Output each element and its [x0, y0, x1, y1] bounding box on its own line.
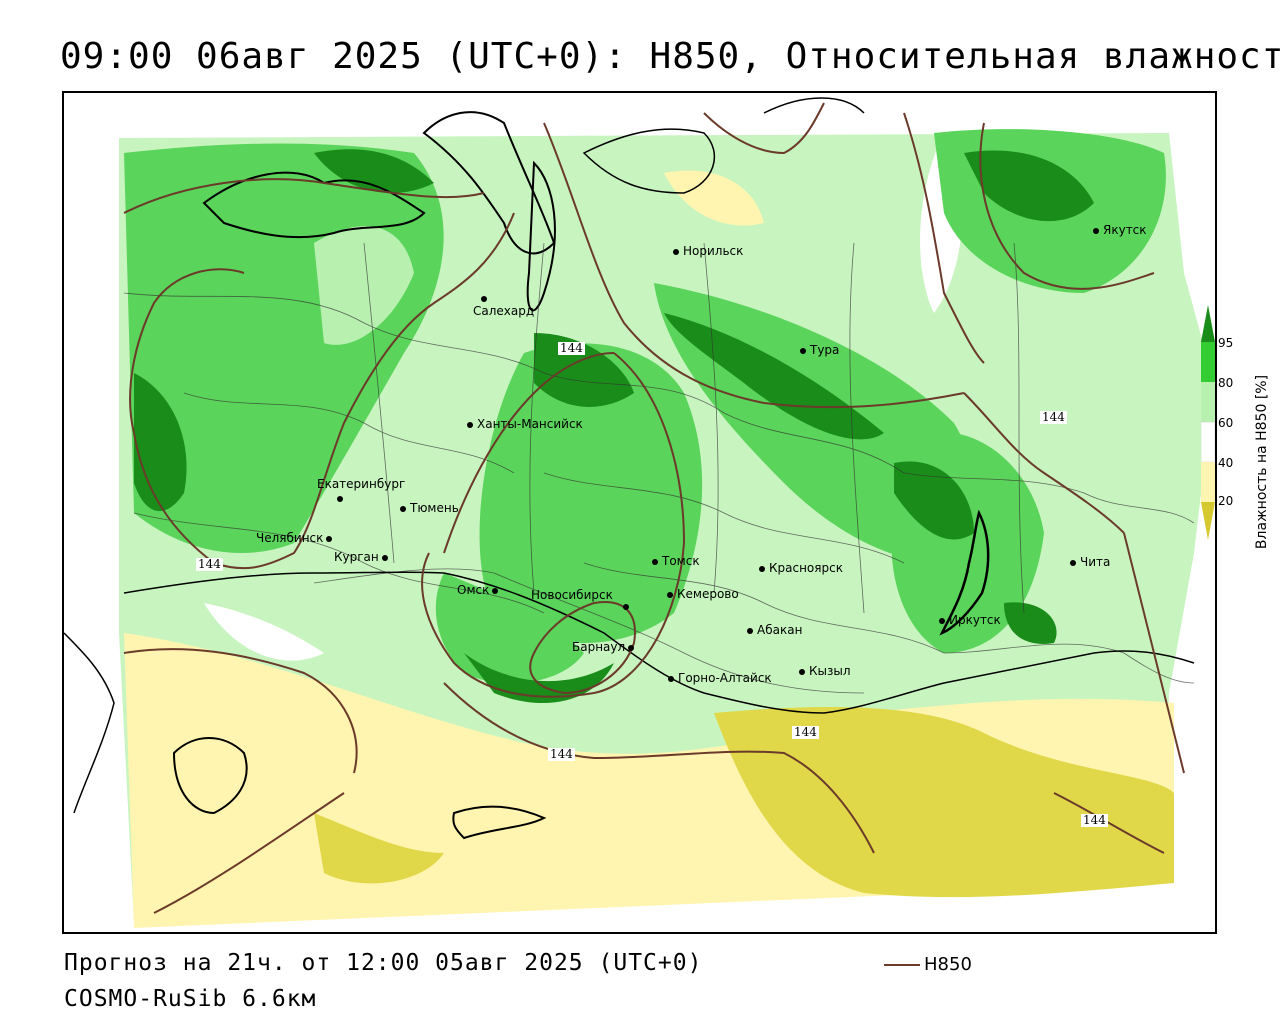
city-dot	[1093, 227, 1099, 234]
city-label: Норильск	[683, 244, 744, 258]
map-canvas: 144 144 144 144 144 144 Якутск Норильск …	[62, 91, 1217, 934]
legend-tick: 40	[1218, 456, 1234, 470]
legend-tick: 80	[1218, 376, 1234, 390]
city-label: Омск	[457, 583, 490, 597]
city-dot	[326, 535, 333, 542]
city-label: Абакан	[757, 623, 803, 637]
city-tyumen: Тюмень	[400, 501, 459, 515]
city-dot	[667, 591, 673, 598]
city-label: Барнаул	[572, 640, 626, 654]
isoline-legend: H850	[884, 954, 972, 975]
city-kemerovo: Кемерово	[667, 587, 739, 601]
city-dot	[1070, 559, 1076, 566]
city-novosibirsk: Новосибирск	[531, 588, 613, 602]
city-label: Челябинск	[256, 531, 324, 545]
city-irkutsk: Иркутск	[939, 613, 1001, 627]
city-label: Иркутск	[949, 613, 1001, 627]
city-dot	[467, 421, 473, 428]
city-label: Салехард	[473, 304, 535, 318]
city-yekaterinburg-label: Екатеринбург	[317, 477, 405, 491]
city-dot	[381, 554, 388, 561]
city-label: Чита	[1080, 555, 1111, 569]
isoline-label: 144	[1040, 410, 1067, 424]
city-salekhard-label: Салехард	[473, 304, 534, 318]
city-dot	[481, 295, 487, 302]
isoline-label: 144	[558, 341, 585, 355]
legend-tick: 60	[1218, 416, 1234, 430]
city-yekaterinburg	[337, 491, 347, 505]
city-label: Новосибирск	[531, 588, 613, 602]
city-label: Ханты-Мансийск	[477, 417, 583, 431]
city-dot	[492, 587, 499, 594]
city-kurgan: Курган	[334, 550, 392, 564]
city-label: Тюмень	[410, 501, 459, 515]
city-dot	[799, 668, 805, 675]
humidity-colorbar	[1200, 305, 1216, 540]
city-label: Курган	[334, 550, 379, 564]
legend-title: Влажность на H850 [%]	[1254, 374, 1270, 550]
city-tomsk: Томск	[652, 554, 700, 568]
city-label: Тура	[810, 343, 840, 357]
map-title: 09:00 06авг 2025 (UTC+0): H850, Относите…	[60, 36, 1280, 77]
city-dot	[673, 248, 679, 255]
isoline-label: 144	[1081, 813, 1108, 827]
city-dot	[668, 675, 674, 682]
city-dot	[652, 558, 658, 565]
city-label: Кемерово	[677, 587, 739, 601]
city-label: Красноярск	[769, 561, 843, 575]
city-dot	[628, 644, 635, 651]
city-novosibirsk-dot	[623, 599, 633, 613]
forecast-info: Прогноз на 21ч. от 12:00 05авг 2025 (UTC…	[64, 950, 703, 976]
city-abakan: Абакан	[747, 623, 802, 637]
city-label: Горно-Алтайск	[678, 671, 772, 685]
city-label: Томск	[662, 554, 700, 568]
humidity-field	[64, 93, 1215, 932]
city-tura: Тура	[800, 343, 839, 357]
isoline-swatch	[884, 964, 920, 966]
city-label: Екатеринбург	[317, 477, 406, 491]
city-dot	[759, 565, 765, 572]
model-name: COSMO-RuSib 6.6км	[64, 986, 317, 1012]
city-omsk: Омск	[457, 583, 502, 597]
isoline-legend-label: H850	[924, 954, 972, 975]
legend-tick: 20	[1218, 494, 1234, 508]
city-dot	[747, 627, 753, 634]
city-khanty-mansiysk: Ханты-Мансийск	[467, 417, 583, 431]
city-kyzyl: Кызыл	[799, 664, 851, 678]
isoline-label: 144	[548, 747, 575, 761]
city-chita: Чита	[1070, 555, 1110, 569]
city-label: Якутск	[1103, 223, 1147, 237]
city-barnaul: Барнаул	[572, 640, 638, 654]
city-chelyabinsk: Челябинск	[256, 531, 336, 545]
city-salekhard	[481, 291, 491, 305]
city-dot	[800, 347, 806, 354]
colorbar-graphic	[1200, 305, 1216, 540]
city-label: Кызыл	[809, 664, 851, 678]
city-yakutsk: Якутск	[1093, 223, 1147, 237]
legend-tick: 95	[1218, 336, 1234, 350]
city-dot	[337, 495, 343, 502]
city-dot	[623, 603, 629, 610]
city-gorno-altaysk: Горно-Алтайск	[668, 671, 772, 685]
city-dot	[939, 617, 945, 624]
city-norilsk: Норильск	[673, 244, 743, 258]
isoline-label: 144	[196, 557, 223, 571]
city-krasnoyarsk: Красноярск	[759, 561, 843, 575]
city-dot	[400, 505, 406, 512]
isoline-label: 144	[792, 725, 819, 739]
